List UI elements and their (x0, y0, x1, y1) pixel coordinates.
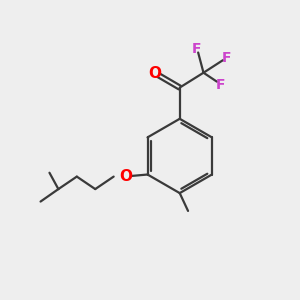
Text: O: O (148, 66, 161, 81)
Text: O: O (120, 169, 133, 184)
Text: F: F (222, 52, 232, 65)
Text: F: F (192, 42, 201, 56)
Text: F: F (216, 78, 226, 92)
